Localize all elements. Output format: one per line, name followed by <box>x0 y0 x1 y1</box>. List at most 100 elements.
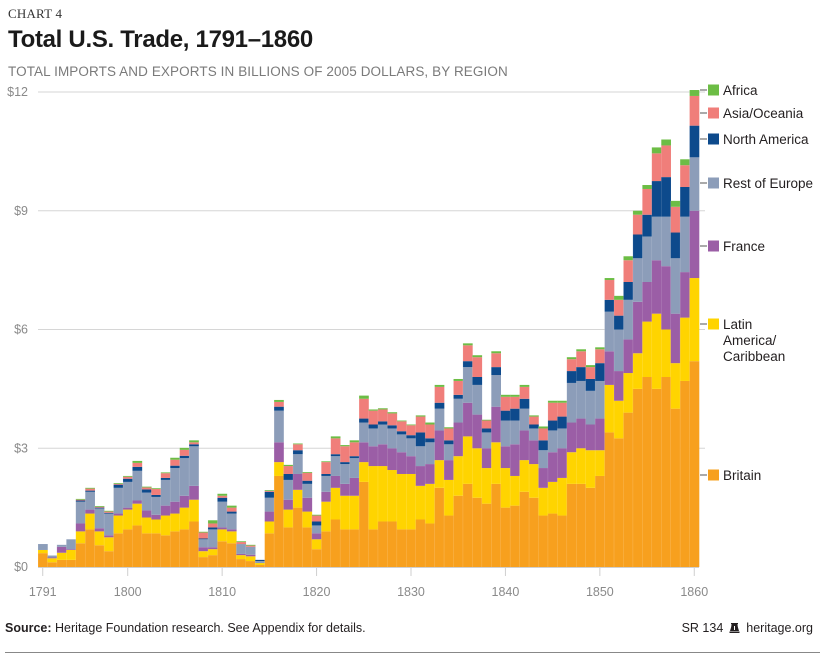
bar-segment-britain <box>680 380 690 567</box>
bar-segment-rest-of-europe <box>85 491 95 510</box>
bar-segment-latin-america-caribbean <box>217 529 228 542</box>
x-tick-label: 1800 <box>114 585 142 599</box>
bar-segment-asia-oceania <box>680 165 690 187</box>
bar-segment-latin-america-caribbean <box>141 517 152 534</box>
bar-segment-britain <box>491 483 501 567</box>
bar-segment-africa <box>292 443 303 445</box>
bar-segment-britain <box>38 553 48 567</box>
bar-segment-rest-of-europe <box>66 539 77 550</box>
bar-segment-latin-america-caribbean <box>529 464 539 498</box>
bar-segment-rest-of-europe <box>189 446 199 486</box>
bar-segment-france <box>94 528 105 532</box>
bar-segment-france <box>359 442 369 463</box>
bar-segment-britain <box>368 529 379 567</box>
legend: Africa Asia/Oceania North America Rest of E… <box>700 83 813 483</box>
bar-segment-asia-oceania <box>510 396 520 409</box>
bar-segment-north-america <box>576 367 586 381</box>
bar-stack-1793 <box>56 544 67 567</box>
bar-stack-1858 <box>670 200 681 567</box>
bar-segment-africa <box>189 440 199 443</box>
bar-segment-france <box>642 282 653 322</box>
bar-segment-north-america <box>632 234 643 259</box>
bar-segment-north-america <box>217 497 228 502</box>
bar-segment-asia-oceania <box>529 416 539 425</box>
bar-segment-north-america <box>132 466 143 471</box>
bar-segment-france <box>623 339 634 374</box>
bar-stack-1818 <box>292 443 303 567</box>
legend-swatch <box>708 177 719 189</box>
bar-segment-britain <box>444 515 454 567</box>
bar-stack-1820 <box>311 514 322 567</box>
bar-segment-rest-of-europe <box>444 444 454 461</box>
bar-stack-1840 <box>500 394 511 567</box>
bar-segment-africa <box>368 409 379 411</box>
bar-segment-rest-of-europe <box>519 408 530 431</box>
legend-label: Caribbean <box>723 349 785 364</box>
bar-segment-britain <box>56 559 67 567</box>
bar-segment-britain <box>75 543 86 567</box>
bar-segment-latin-america-caribbean <box>547 481 558 514</box>
bar-segment-asia-oceania <box>122 476 133 479</box>
bar-segment-britain <box>481 503 492 567</box>
bar-segment-africa <box>623 256 634 261</box>
bar-segment-rest-of-europe <box>94 508 105 529</box>
bar-segment-africa <box>217 493 228 496</box>
bar-segment-rest-of-europe <box>689 157 700 211</box>
bar-segment-africa <box>415 415 426 417</box>
bar-segment-asia-oceania <box>387 413 398 426</box>
legend-swatch <box>708 469 719 481</box>
bar-segment-britain <box>141 533 152 567</box>
bar-segment-north-america <box>264 491 275 498</box>
bar-segment-france <box>510 444 520 476</box>
bar-segment-latin-america-caribbean <box>207 549 218 556</box>
bar-segment-latin-america-caribbean <box>425 483 435 524</box>
bar-segment-north-america <box>680 187 690 217</box>
bar-segment-asia-oceania <box>500 396 511 411</box>
bar-segment-north-america <box>651 181 662 217</box>
bar-segment-africa <box>566 357 577 360</box>
legend-swatch <box>708 133 719 145</box>
website-link[interactable]: heritage.org <box>746 621 813 635</box>
legend-item-britain: Britain <box>700 468 761 483</box>
legend-swatch <box>708 318 719 330</box>
bar-stack-1856 <box>651 147 662 567</box>
bar-segment-north-america <box>274 406 284 411</box>
bar-segment-latin-america-caribbean <box>538 487 549 516</box>
legend-label: Africa <box>723 83 758 98</box>
bar-segment-latin-america-caribbean <box>444 479 454 516</box>
bar-segment-rest-of-europe <box>179 458 190 496</box>
bar-segment-france <box>472 414 483 449</box>
bar-segment-asia-oceania <box>359 398 369 419</box>
bar-segment-rest-of-europe <box>585 390 596 425</box>
bar-segment-france <box>75 523 86 532</box>
bar-segment-north-america <box>330 454 341 457</box>
bar-segment-france <box>302 497 313 512</box>
legend-label: Latin <box>723 317 752 332</box>
bar-segment-north-america <box>292 450 303 455</box>
bar-segment-rest-of-europe <box>481 432 492 449</box>
bar-segment-latin-america-caribbean <box>406 473 417 530</box>
bar-segment-france <box>207 547 218 550</box>
bar-segment-rest-of-europe <box>462 367 473 403</box>
bar-stack-1797 <box>94 506 105 567</box>
x-tick-label: 1840 <box>492 585 520 599</box>
bar-segment-latin-america-caribbean <box>510 475 520 506</box>
bar-segment-africa <box>406 424 417 426</box>
bar-segment-north-america <box>198 538 209 540</box>
bar-segment-africa <box>538 426 549 429</box>
bar-segment-asia-oceania <box>614 299 624 316</box>
bar-segment-north-america <box>94 507 105 509</box>
bar-stack-1816 <box>273 399 284 567</box>
bar-segment-africa <box>160 472 171 474</box>
bar-segment-north-america <box>113 484 124 488</box>
x-tick-label: 1791 <box>29 585 57 599</box>
bar-segment-britain <box>274 475 284 567</box>
bar-segment-asia-oceania <box>340 446 350 463</box>
bar-segment-north-america <box>472 377 483 385</box>
bar-segment-rest-of-europe <box>56 544 67 547</box>
bar-segment-latin-america-caribbean <box>604 384 615 433</box>
bar-segment-rest-of-europe <box>122 481 133 508</box>
bar-segment-britain <box>255 565 265 567</box>
bar-stack-1819 <box>302 472 313 567</box>
